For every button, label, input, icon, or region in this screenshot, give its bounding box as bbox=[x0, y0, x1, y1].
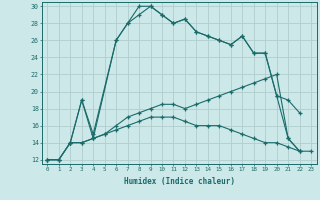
X-axis label: Humidex (Indice chaleur): Humidex (Indice chaleur) bbox=[124, 177, 235, 186]
